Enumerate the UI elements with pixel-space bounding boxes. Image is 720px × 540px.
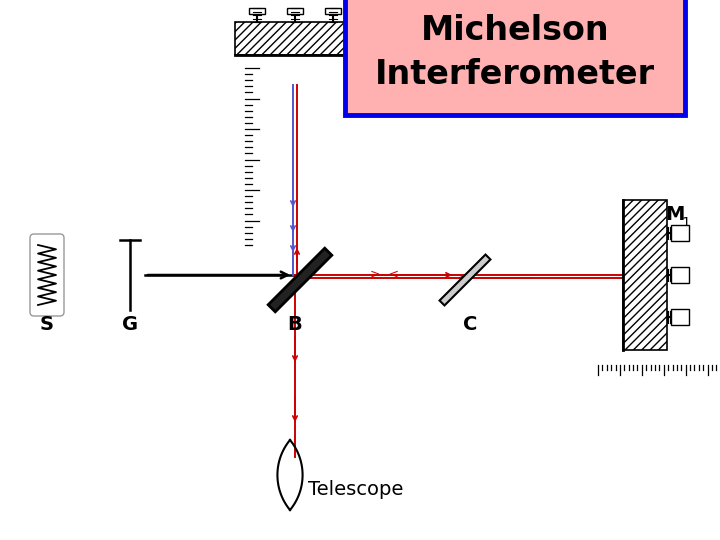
Text: 2: 2 xyxy=(381,44,390,58)
Polygon shape xyxy=(671,225,689,241)
Text: >  <: > < xyxy=(371,268,400,281)
Polygon shape xyxy=(671,267,689,283)
Text: C: C xyxy=(463,315,477,334)
Polygon shape xyxy=(671,309,689,325)
Polygon shape xyxy=(325,8,341,14)
Text: Telescope: Telescope xyxy=(308,480,403,499)
Text: Interferometer: Interferometer xyxy=(375,58,655,91)
Polygon shape xyxy=(287,8,303,14)
FancyBboxPatch shape xyxy=(30,234,64,316)
Text: Michelson: Michelson xyxy=(420,14,609,46)
Text: 1: 1 xyxy=(681,216,690,230)
Polygon shape xyxy=(249,8,265,14)
Text: M: M xyxy=(365,33,384,52)
Text: M: M xyxy=(665,205,685,224)
Text: G: G xyxy=(122,315,138,334)
Text: B: B xyxy=(287,315,302,334)
Polygon shape xyxy=(268,248,332,312)
FancyBboxPatch shape xyxy=(345,0,685,115)
Text: S: S xyxy=(40,315,54,334)
Polygon shape xyxy=(439,254,490,306)
